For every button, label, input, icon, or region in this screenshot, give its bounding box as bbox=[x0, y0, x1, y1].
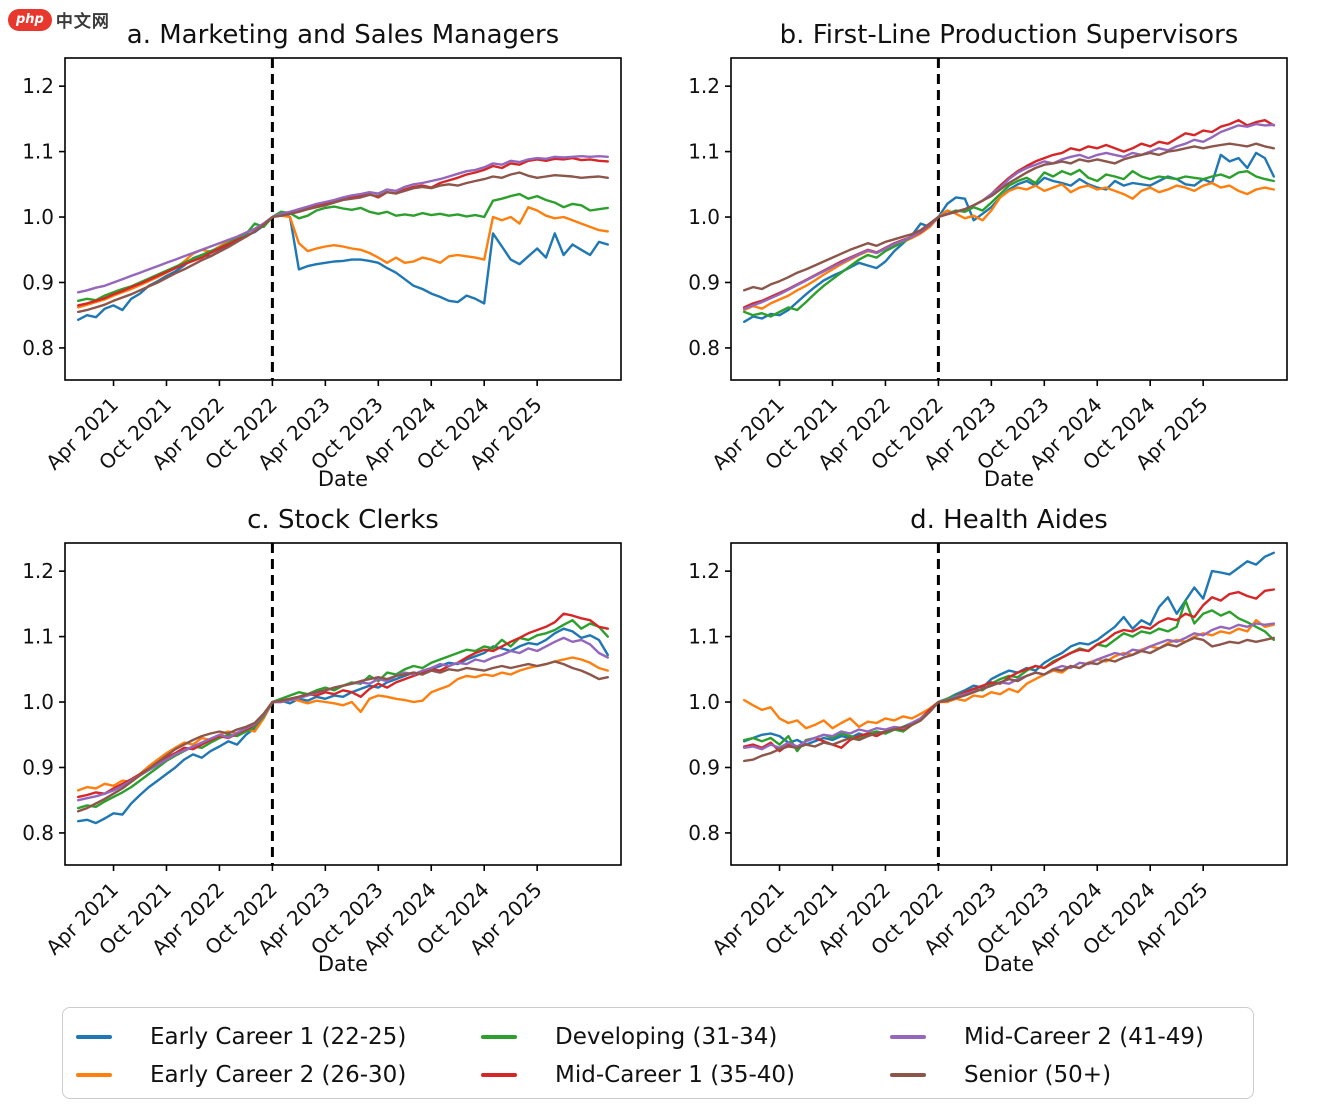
y-tick-label: 1.1 bbox=[22, 625, 54, 649]
y-tick-label: 0.9 bbox=[22, 755, 54, 779]
y-tick-label: 0.8 bbox=[22, 821, 54, 845]
legend-label: Developing (31-34) bbox=[555, 1024, 778, 1050]
y-tick-label: 0.9 bbox=[22, 270, 54, 294]
series-line-orange bbox=[743, 181, 1276, 312]
y-tick-label: 1.2 bbox=[688, 74, 720, 98]
y-tick-label: 0.8 bbox=[22, 336, 54, 360]
panel-title: a. Marketing and Sales Managers bbox=[127, 20, 559, 50]
legend-item: Mid-Career 2 (41-49) bbox=[890, 1018, 1253, 1056]
panel-a: a. Marketing and Sales Managers 0.8 0.9 1.0… bbox=[22, 20, 622, 491]
legend-item: Senior (50+) bbox=[890, 1056, 1253, 1094]
y-tick-label: 1.0 bbox=[688, 205, 720, 229]
panel-b: b. First-Line Production Supervisors 0.8 0… bbox=[688, 20, 1288, 491]
series-line-blue bbox=[76, 210, 609, 321]
legend-line-swatch-orange bbox=[76, 1073, 112, 1077]
series-line-purple bbox=[76, 636, 609, 802]
series-line-orange bbox=[76, 656, 609, 792]
series-line-purple bbox=[743, 122, 1276, 310]
legend-item: Developing (31-34) bbox=[481, 1018, 890, 1056]
plot-box bbox=[64, 542, 622, 866]
watermark-text: 中文网 bbox=[55, 12, 110, 32]
plot-box bbox=[730, 542, 1288, 866]
x-axis-label: Date bbox=[984, 467, 1034, 491]
series-line-orange bbox=[743, 619, 1276, 730]
php-badge-icon: php bbox=[8, 8, 52, 31]
legend-label: Early Career 1 (22-25) bbox=[150, 1024, 407, 1050]
series-line-purple bbox=[743, 622, 1276, 751]
y-tick-label: 0.9 bbox=[688, 755, 720, 779]
y-tick-label: 1.0 bbox=[22, 205, 54, 229]
y-tick-label: 1.1 bbox=[22, 140, 54, 164]
series-line-blue bbox=[743, 151, 1276, 323]
series-line-brown bbox=[743, 142, 1276, 292]
legend-line-swatch-red bbox=[481, 1073, 517, 1077]
legend-item: Early Career 2 (26-30) bbox=[76, 1056, 481, 1094]
x-axis-label: Date bbox=[984, 952, 1034, 976]
series-line-brown bbox=[743, 636, 1276, 763]
y-tick-label: 1.1 bbox=[688, 625, 720, 649]
plot-box bbox=[730, 57, 1288, 381]
series-line-blue bbox=[743, 551, 1276, 746]
legend-label: Senior (50+) bbox=[964, 1062, 1112, 1088]
y-tick-label: 1.2 bbox=[688, 559, 720, 583]
y-tick-label: 0.8 bbox=[688, 336, 720, 360]
series-line-purple bbox=[76, 154, 609, 294]
legend-item: Early Career 1 (22-25) bbox=[76, 1018, 481, 1056]
series-line-brown bbox=[76, 660, 609, 813]
series-line-green bbox=[743, 168, 1276, 318]
y-tick-label: 1.0 bbox=[688, 690, 720, 714]
legend-label: Mid-Career 2 (41-49) bbox=[964, 1024, 1205, 1050]
panel-title: c. Stock Clerks bbox=[247, 505, 439, 535]
legend-label: Mid-Career 1 (35-40) bbox=[555, 1062, 796, 1088]
legend-label: Early Career 2 (26-30) bbox=[150, 1062, 407, 1088]
x-axis-label: Date bbox=[318, 467, 368, 491]
watermark-logo: php 中文网 bbox=[8, 7, 110, 32]
series-line-brown bbox=[76, 171, 609, 314]
y-tick-label: 1.1 bbox=[688, 140, 720, 164]
series-line-red bbox=[76, 612, 609, 799]
x-axis-label: Date bbox=[318, 952, 368, 976]
y-tick-label: 1.2 bbox=[22, 559, 54, 583]
panel-title: b. First-Line Production Supervisors bbox=[780, 20, 1239, 50]
legend-line-swatch-purple bbox=[890, 1035, 926, 1039]
y-tick-label: 1.2 bbox=[22, 74, 54, 98]
plot-box bbox=[64, 57, 622, 381]
y-tick-label: 0.8 bbox=[688, 821, 720, 845]
legend: Early Career 1 (22-25) Developing (31-34)… bbox=[62, 1007, 1254, 1099]
y-tick-label: 0.9 bbox=[688, 270, 720, 294]
legend-line-swatch-green bbox=[481, 1035, 517, 1039]
series-line-blue bbox=[76, 627, 609, 825]
legend-line-swatch-brown bbox=[890, 1073, 926, 1077]
legend-line-swatch-blue bbox=[76, 1035, 112, 1039]
legend-item: Mid-Career 1 (35-40) bbox=[481, 1056, 890, 1094]
panel-title: d. Health Aides bbox=[910, 505, 1108, 535]
y-tick-label: 1.0 bbox=[22, 690, 54, 714]
